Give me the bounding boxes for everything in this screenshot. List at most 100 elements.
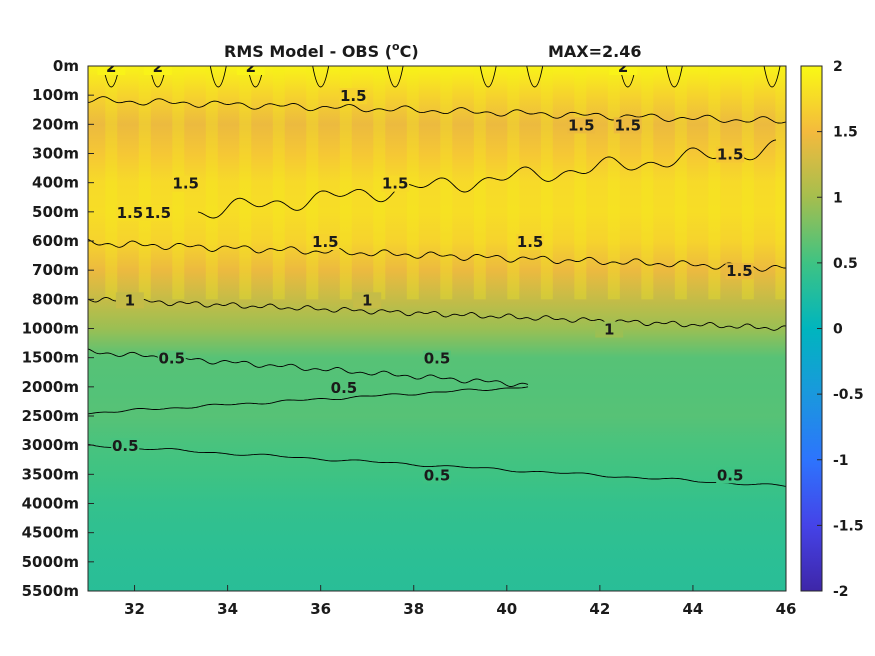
contour-label-bg: [311, 234, 340, 250]
contour-label: 0.5: [331, 379, 358, 397]
contour-label-bg: [171, 175, 200, 192]
texture-band: [239, 66, 252, 300]
contour-label: 2: [106, 58, 116, 76]
heatmap-texture: [105, 66, 786, 300]
contour-label-bg: [423, 467, 451, 484]
colorbar-tick-label: 0.5: [833, 256, 858, 272]
y-tick-label: 0m: [53, 57, 79, 75]
y-tick-label: 2500m: [22, 407, 79, 425]
max-value-label: MAX=2.46: [548, 42, 642, 61]
y-tick-label: 200m: [32, 115, 79, 133]
y-tick-label: 5000m: [22, 553, 79, 571]
contour-label: 2: [246, 58, 256, 76]
contour-label-bg: [143, 66, 172, 75]
colorbar-tick-label: 1.5: [833, 125, 858, 141]
colorbar-tick-label: -1.5: [833, 518, 864, 534]
texture-band: [406, 66, 419, 300]
contour-label: 1.5: [382, 175, 409, 193]
contour-label-bg: [111, 438, 140, 455]
contour-label-bg: [516, 234, 545, 250]
title-superscript: o: [392, 40, 400, 53]
contour-labels: 2 2 2 21.51.51.51.51.51.51.5 1.51.5 1.51.51 11…: [97, 58, 754, 484]
contour-label-bg: [725, 263, 754, 280]
contour-label: 1.5: [172, 175, 199, 193]
contour-label: 1.5: [312, 233, 339, 251]
contour-label-bg: [716, 467, 745, 484]
contour-label-bg: [381, 175, 410, 192]
texture-band: [138, 66, 151, 300]
contour-label: 2: [153, 58, 163, 76]
contour-1.5-lower: [88, 238, 786, 272]
y-tick-label: 5500m: [22, 582, 79, 600]
x-tick-label: 32: [124, 600, 145, 618]
y-tick-label: 4500m: [22, 524, 79, 542]
contour-label-bg: [613, 117, 642, 134]
y-tick-label: 300m: [32, 145, 79, 163]
texture-band: [440, 66, 453, 300]
contour-2-cusp: [763, 66, 781, 88]
y-tick-label: 700m: [32, 261, 79, 279]
contour-label-bg: [97, 66, 126, 75]
texture-band: [507, 66, 520, 300]
x-axis: 32 34 36 38 40 42 44 46: [124, 585, 796, 618]
y-tick-label: 4000m: [22, 495, 79, 513]
colorbar-tick-label: -0.5: [833, 387, 864, 403]
texture-band: [674, 66, 687, 300]
texture-band: [373, 66, 386, 300]
texture-band: [540, 66, 553, 300]
contour-label: 1.5: [717, 146, 744, 164]
colorbar-tick-label: -2: [833, 584, 849, 600]
contour-label-bg: [567, 117, 596, 134]
contour-2-cusp: [665, 66, 683, 88]
contour-label-bg: [609, 66, 638, 75]
contour-label: 1.5: [117, 204, 144, 222]
contour-label: 0.5: [112, 437, 139, 455]
contour-label: 1.5: [145, 204, 172, 222]
contour-label-bg: [423, 350, 451, 367]
texture-band: [473, 66, 486, 300]
contour-2-cusp: [386, 66, 404, 88]
contour-label: 0.5: [158, 350, 185, 368]
texture-band: [306, 66, 319, 300]
colorbar-tick-label: 1: [833, 190, 843, 206]
y-tick-label: 3000m: [22, 436, 79, 454]
contour-1.5-mid: [197, 139, 777, 219]
y-tick-label: 600m: [32, 232, 79, 250]
y-axis: 0m 100m 200m 300m 400m 500m 600m 700m 800m 1000m 1…: [22, 57, 94, 600]
y-tick-label: 100m: [32, 86, 79, 104]
contour-label: 1.5: [517, 233, 544, 251]
texture-band: [105, 66, 118, 300]
colorbar-tick-label: 2: [833, 59, 843, 75]
contour-label: 1.5: [614, 116, 641, 134]
contour-label-bg: [329, 379, 358, 396]
contour-label: 1: [604, 321, 614, 339]
contour-label-bg: [716, 146, 745, 163]
y-tick-label: 400m: [32, 174, 79, 192]
contour-label: 1: [362, 291, 372, 309]
texture-band: [708, 66, 721, 300]
chart-title: RMS Model - OBS (oC): [224, 40, 419, 61]
contour-0.5-mid: [88, 386, 529, 415]
texture-band: [607, 66, 620, 300]
texture-band: [741, 66, 754, 300]
contour-label-bg: [236, 66, 265, 75]
contour-1: [88, 296, 786, 331]
texture-band: [574, 66, 587, 300]
y-tick-label: 2000m: [22, 378, 79, 396]
contour-label: 0.5: [717, 466, 744, 484]
texture-band: [339, 66, 352, 300]
heatmap-field: [88, 66, 786, 591]
title-unit: C): [400, 42, 419, 61]
contour-label: 1.5: [340, 87, 367, 105]
contour-label-bg: [115, 292, 144, 309]
colorbar-tick-label: -1: [833, 453, 849, 469]
contour-label-bg: [115, 204, 144, 221]
texture-band: [205, 66, 218, 300]
plot-area: 2 2 2 21.51.51.51.51.51.51.5 1.51.5 1.51.51 11…: [88, 58, 786, 591]
contour-2-cusp: [479, 66, 497, 88]
texture-band: [641, 66, 654, 300]
contour-label: 2: [618, 58, 628, 76]
x-tick-label: 34: [217, 600, 238, 618]
contour-label-bg: [339, 88, 368, 105]
